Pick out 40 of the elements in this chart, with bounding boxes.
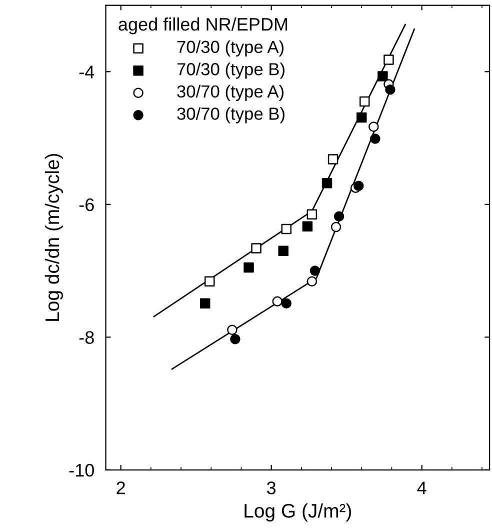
legend-label: 30/70 (type B)	[177, 107, 284, 124]
legend-title: aged filled NR/EPDM	[118, 17, 288, 34]
point	[204, 276, 215, 287]
point	[322, 178, 332, 188]
point	[370, 134, 380, 144]
point	[272, 296, 282, 306]
y-tick-label: -10	[69, 464, 94, 477]
x-tick-label: 2	[116, 482, 125, 494]
point	[385, 84, 396, 95]
point	[251, 243, 262, 254]
point	[200, 298, 210, 308]
point	[227, 324, 238, 335]
point	[368, 122, 379, 132]
point	[328, 154, 338, 164]
point	[306, 276, 318, 287]
point	[353, 180, 364, 191]
point	[281, 224, 292, 234]
point	[330, 222, 342, 232]
point	[302, 221, 313, 232]
x-tick-label: 3	[266, 482, 276, 494]
point	[244, 262, 254, 273]
point	[230, 334, 240, 344]
point	[281, 298, 292, 308]
point	[278, 246, 288, 256]
y-tick-label: -8	[79, 331, 94, 344]
point	[334, 211, 344, 222]
x-axis-title: Log G (J/m²)	[244, 503, 352, 522]
legend-label: 70/30 (type A)	[177, 40, 284, 57]
y-tick-label: -6	[79, 198, 94, 212]
legend-label: 70/30 (type B)	[177, 62, 284, 79]
x-tick-label: 4	[417, 482, 426, 494]
point	[384, 54, 394, 65]
point	[360, 96, 370, 107]
y-axis-title: Log dc/dn (m/cycle)	[44, 154, 64, 321]
y-tick-label: -4	[79, 66, 94, 78]
legend-label: 30/70 (type A)	[177, 84, 284, 102]
point	[378, 71, 388, 82]
point	[356, 112, 367, 123]
point	[306, 209, 318, 220]
point	[310, 266, 320, 276]
